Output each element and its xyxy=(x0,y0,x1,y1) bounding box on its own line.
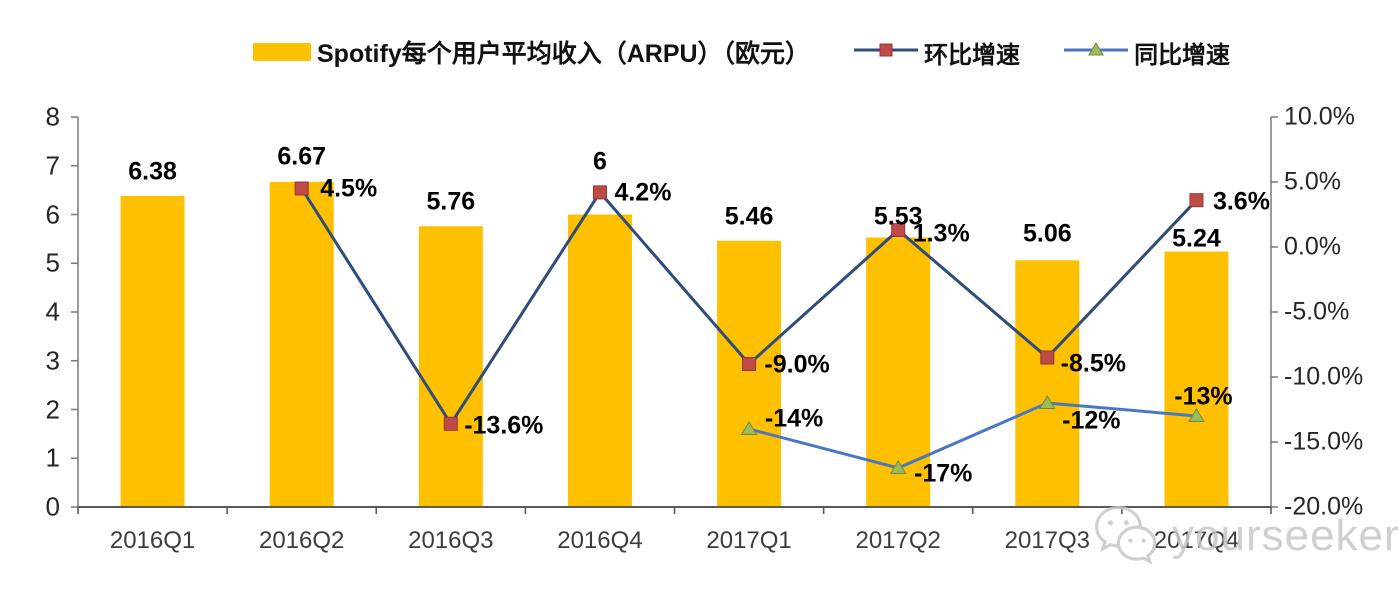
x-category-label: 2016Q3 xyxy=(408,527,494,554)
right-axis-tick-label: -10.0% xyxy=(1284,362,1364,391)
bar-swatch-icon xyxy=(253,43,311,61)
bar-value-label: 5.46 xyxy=(724,202,774,231)
x-category-label: 2016Q1 xyxy=(109,527,196,554)
yoy-marker xyxy=(740,421,758,435)
bar-value-label: 5.76 xyxy=(426,187,476,216)
qoq-marker xyxy=(592,185,607,200)
chart-legend: Spotify每个用户平均收入（ARPU）（欧元） 环比增速 同比增速 xyxy=(253,34,1230,70)
legend-item-qoq: 环比增速 xyxy=(854,35,1020,70)
legend-label-yoy: 同比增速 xyxy=(1134,41,1231,69)
left-axis-tick-label: 8 xyxy=(45,101,60,132)
qoq-marker xyxy=(294,181,309,196)
bar-value-label: 6.67 xyxy=(277,142,327,171)
yoy-line-marker-icon xyxy=(1064,41,1129,64)
x-category-label: 2017Q1 xyxy=(706,527,792,554)
qoq-value-label: 1.3% xyxy=(912,219,970,248)
yoy-value-label: -14% xyxy=(764,404,824,433)
bar-value-label: 5.24 xyxy=(1172,224,1221,253)
left-axis-tick-label: 6 xyxy=(45,199,60,229)
bar-2016Q3 xyxy=(418,226,483,507)
bar-2016Q4 xyxy=(567,214,632,507)
bar-value-label: 6 xyxy=(592,147,607,175)
qoq-value-label: -13.6% xyxy=(464,411,544,440)
bar-value-label: 6.38 xyxy=(128,157,177,186)
yoy-marker xyxy=(1038,395,1056,409)
right-axis-tick-label: 10.0% xyxy=(1284,102,1355,131)
qoq-line-marker-icon xyxy=(854,41,919,64)
qoq-value-label: -8.5% xyxy=(1060,349,1126,377)
left-axis-tick-label: 1 xyxy=(45,442,60,473)
yoy-marker xyxy=(889,460,907,474)
left-axis-tick-label: 0 xyxy=(45,491,60,522)
right-axis-tick-label: -15.0% xyxy=(1284,427,1364,456)
qoq-marker xyxy=(443,416,458,431)
legend-item-arpu: Spotify每个用户平均收入（ARPU）（欧元） xyxy=(253,34,810,70)
left-axis-tick-label: 7 xyxy=(45,150,60,181)
right-axis-tick-label: -20.0% xyxy=(1284,492,1364,521)
yoy-value-label: -17% xyxy=(914,459,973,488)
left-axis-tick-label: 4 xyxy=(45,296,60,327)
x-category-label: 2017Q3 xyxy=(1004,527,1091,554)
bar-2017Q4 xyxy=(1164,251,1229,507)
qoq-marker xyxy=(742,357,757,371)
right-axis-tick-label: -5.0% xyxy=(1284,297,1350,326)
yoy-line xyxy=(748,401,1197,470)
qoq-marker xyxy=(1040,350,1055,365)
qoq-marker xyxy=(1189,193,1204,208)
qoq-value-label: -9.0% xyxy=(764,350,830,379)
qoq-value-label: 3.6% xyxy=(1212,187,1270,216)
qoq-value-label: 4.2% xyxy=(614,178,672,207)
left-axis-tick-label: 5 xyxy=(45,247,60,278)
yoy-value-label: -12% xyxy=(1062,406,1121,435)
qoq-value-label: 4.5% xyxy=(320,174,378,202)
x-category-label: 2017Q2 xyxy=(855,527,941,554)
right-axis-tick-label: 5.0% xyxy=(1284,167,1341,196)
yoy-marker xyxy=(1188,408,1205,422)
qoq-marker xyxy=(891,223,906,238)
legend-label-arpu: Spotify每个用户平均收入（ARPU）（欧元） xyxy=(317,40,811,68)
left-axis-tick-label: 3 xyxy=(45,345,60,376)
bar-2017Q1 xyxy=(717,240,782,507)
legend-label-qoq: 环比增速 xyxy=(924,41,1021,69)
x-category-label: 2017Q4 xyxy=(1153,527,1240,554)
x-category-label: 2016Q2 xyxy=(258,527,345,554)
bar-2016Q1 xyxy=(120,195,185,507)
bar-2017Q3 xyxy=(1015,260,1080,507)
right-axis-tick-label: 0.0% xyxy=(1284,232,1341,261)
x-category-label: 2016Q4 xyxy=(557,527,643,554)
bar-value-label: 5.06 xyxy=(1022,219,1072,248)
yoy-value-label: -13% xyxy=(1174,382,1233,411)
left-axis-tick-label: 2 xyxy=(45,394,60,424)
legend-item-yoy: 同比增速 xyxy=(1064,35,1230,70)
bar-2016Q2 xyxy=(269,181,334,507)
bar-value-label: 5.53 xyxy=(873,202,923,231)
